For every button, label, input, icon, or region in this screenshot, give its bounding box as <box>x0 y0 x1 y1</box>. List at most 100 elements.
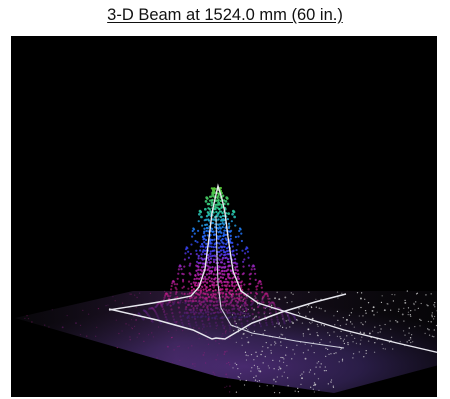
beam-floor-point <box>317 361 320 363</box>
beam-floor-point <box>222 332 224 335</box>
beam-surface-point <box>168 300 171 304</box>
beam-floor-point <box>362 315 364 317</box>
beam-surface-mesh-point <box>224 265 227 269</box>
beam-floor-point <box>87 313 90 315</box>
beam-surface-mesh-point <box>215 283 218 287</box>
beam-floor-point <box>409 336 412 339</box>
beam-floor-point <box>301 322 304 324</box>
beam-surface-mesh-point <box>195 296 198 299</box>
beam-surface-point <box>229 326 232 329</box>
beam-surface-point <box>207 318 210 321</box>
beam-surface-mesh-point <box>209 293 213 296</box>
beam-floor-point <box>383 309 386 312</box>
beam-surface-point <box>242 272 245 275</box>
beam-surface-mesh-point <box>216 196 219 199</box>
beam-floor-point <box>280 356 282 359</box>
beam-surface-mesh-point <box>211 238 214 242</box>
beam-floor-point <box>107 304 109 306</box>
beam-surface-mesh-point <box>190 296 193 299</box>
beam-surface-mesh-point <box>247 312 250 315</box>
beam-floor-point <box>297 387 299 390</box>
beam-floor-shade <box>15 291 437 393</box>
beam-floor-point <box>381 295 383 297</box>
beam-surface-point <box>179 299 182 302</box>
beam-surface-mesh-point <box>228 311 231 314</box>
beam-surface-point <box>267 300 271 304</box>
beam-floor-point <box>406 290 408 292</box>
beam-surface-mesh-point <box>233 285 236 288</box>
beam-floor-point <box>309 369 312 371</box>
beam-floor-point <box>345 318 348 321</box>
beam-surface-mesh-point <box>187 300 190 303</box>
beam-surface-point <box>206 197 209 200</box>
beam-surface-mesh-point <box>227 303 231 306</box>
beam-surface-mesh-point <box>220 239 223 242</box>
beam-surface-mesh-point <box>224 250 227 254</box>
beam-surface-point <box>189 273 192 276</box>
beam-surface-mesh-point <box>197 282 200 285</box>
beam-surface-mesh-point <box>236 269 239 272</box>
beam-surface-point <box>176 296 179 299</box>
beam-surface-mesh-point <box>206 293 210 296</box>
beam-floor-point <box>228 385 231 388</box>
beam-surface-point <box>186 293 189 296</box>
beam-floor-point <box>286 364 288 367</box>
beam-floor-point <box>320 363 322 365</box>
beam-floor-point <box>79 333 82 336</box>
beam-surface-mesh-point <box>231 241 234 245</box>
beam-surface-mesh-point <box>229 292 232 296</box>
beam-surface-mesh-point <box>206 305 209 308</box>
beam-floor-point <box>325 347 327 349</box>
beam-floor-point <box>359 343 361 345</box>
beam-surface-point <box>215 324 218 327</box>
beam-floor-point <box>339 336 341 338</box>
beam-surface-mesh-point <box>226 268 230 271</box>
beam-floor-point <box>432 318 435 320</box>
beam-surface-mesh-point <box>205 218 208 221</box>
beam-surface-mesh-point <box>245 315 249 318</box>
beam-surface-mesh-point <box>232 316 235 319</box>
beam-floor-point <box>255 375 257 377</box>
beam-surface-point <box>212 286 215 289</box>
beam-floor-point <box>410 338 412 340</box>
beam-floor-point <box>213 374 216 376</box>
beam-floor-point <box>229 328 231 331</box>
beam-floor-point <box>226 376 229 379</box>
beam-surface-point <box>266 295 269 298</box>
beam-floor-point <box>320 308 322 310</box>
beam-floor-point <box>215 340 217 342</box>
beam-surface-point <box>236 275 239 279</box>
beam-floor-point <box>226 385 228 387</box>
beam-floor-point <box>313 384 315 386</box>
beam-surface-mesh-point <box>234 315 238 318</box>
beam-floor-point <box>283 358 285 360</box>
beam-floor-point <box>247 354 249 357</box>
beam-floor-point <box>308 291 310 293</box>
beam-floor-point <box>339 325 342 327</box>
beam-surface-point <box>238 229 241 233</box>
beam-floor-point <box>307 328 310 331</box>
beam-surface-mesh-point <box>218 258 221 261</box>
beam-floor-point <box>242 333 244 335</box>
beam-surface-point <box>161 305 164 309</box>
beam-surface-point <box>203 275 207 279</box>
beam-surface-mesh-point <box>215 300 218 303</box>
beam-floor-point <box>151 332 153 334</box>
beam-surface-mesh-point <box>221 211 224 215</box>
beam-surface-mesh-point <box>219 316 222 320</box>
beam-surface-mesh-point <box>230 295 233 298</box>
beam-floor-point <box>403 307 405 310</box>
beam-surface-mesh-point <box>225 247 229 250</box>
beam-surface-mesh-point <box>216 215 219 218</box>
beam-floor-point <box>410 310 412 312</box>
beam-surface-mesh-point <box>222 223 226 226</box>
beam-surface-point <box>175 288 178 291</box>
beam-surface-point <box>225 290 228 293</box>
beam-floor-point <box>205 362 207 364</box>
beam-surface-point <box>282 318 285 322</box>
beam-floor-point <box>320 324 323 326</box>
beam-surface-point <box>184 252 187 255</box>
beam-surface-mesh-point <box>204 311 208 314</box>
beam-floor-point <box>320 338 322 341</box>
beam-surface-point <box>277 320 280 323</box>
